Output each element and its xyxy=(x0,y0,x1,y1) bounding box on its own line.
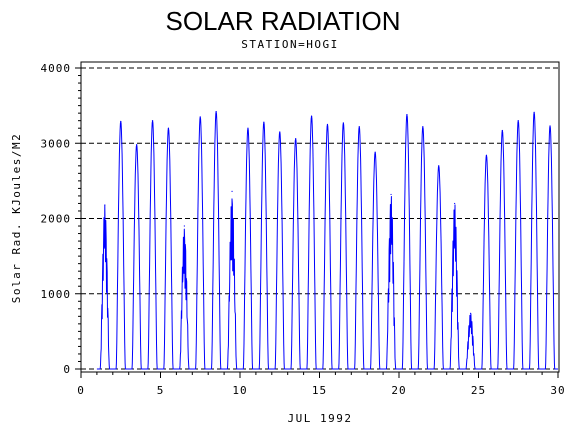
chart-title: SOLAR RADIATION xyxy=(165,6,400,36)
chart-subtitle: STATION=HOGI xyxy=(241,38,338,51)
data-series-layer xyxy=(96,111,559,370)
daily-peak-point-16 xyxy=(342,122,344,124)
daily-peak-point-29 xyxy=(549,125,551,127)
plot-frame xyxy=(80,61,560,373)
daily-peak-point-11 xyxy=(263,121,265,123)
y-tick-label-3000: 3000 xyxy=(41,137,72,150)
daily-peak-point-2 xyxy=(120,120,122,123)
daily-peak-point-19 xyxy=(390,193,392,196)
daily-peak-point-1 xyxy=(104,204,106,206)
x-tick-label-30: 30 xyxy=(550,384,565,397)
daily-peak-point-27 xyxy=(517,120,519,122)
x-tick-label-20: 20 xyxy=(391,384,406,397)
y-tick-label-0: 0 xyxy=(63,363,71,376)
gridlines xyxy=(81,67,559,370)
axes: 0 1000 2000 3000 4000 0 5 10 15 20 25 30 xyxy=(41,62,565,397)
daily-peak-point-26 xyxy=(501,129,503,132)
x-axis-label: JUL 1992 xyxy=(288,412,353,425)
daily-peak-point-25 xyxy=(485,154,488,156)
daily-peak-point-21 xyxy=(422,126,424,128)
daily-peak-point-20 xyxy=(406,114,408,116)
x-tick-label-15: 15 xyxy=(312,384,327,397)
daily-peak-point-9 xyxy=(231,190,233,193)
daily-peak-point-12 xyxy=(279,131,281,133)
x-tick-label-0: 0 xyxy=(77,384,85,397)
daily-peak-point-22 xyxy=(438,165,440,167)
daily-peak-point-17 xyxy=(358,126,360,128)
solar-radiation-line xyxy=(96,111,559,370)
x-tick-label-5: 5 xyxy=(157,384,165,397)
daily-peak-point-18 xyxy=(374,151,376,153)
daily-peak-point-15 xyxy=(326,123,329,126)
x-tick-label-25: 25 xyxy=(471,384,486,397)
y-tick-label-4000: 4000 xyxy=(41,62,72,75)
daily-peak-point-10 xyxy=(247,127,249,129)
x-tick-label-10: 10 xyxy=(232,384,247,397)
daily-peak-point-4 xyxy=(151,120,154,122)
daily-peak-point-13 xyxy=(295,138,297,140)
daily-peak-point-23 xyxy=(454,202,456,205)
daily-peak-point-24 xyxy=(469,312,472,314)
y-tick-label-1000: 1000 xyxy=(41,288,72,301)
daily-peak-point-28 xyxy=(533,111,535,113)
y-tick-label-2000: 2000 xyxy=(41,213,72,226)
daily-peak-point-6 xyxy=(183,225,185,227)
daily-peak-point-8 xyxy=(215,111,217,113)
y-axis-label: Solar Rad. KJoules/M2 xyxy=(10,133,23,304)
daily-peak-point-7 xyxy=(199,116,201,118)
daily-peak-point-5 xyxy=(167,127,170,129)
daily-peak-point-14 xyxy=(310,115,313,117)
daily-peak-point-3 xyxy=(136,144,138,146)
